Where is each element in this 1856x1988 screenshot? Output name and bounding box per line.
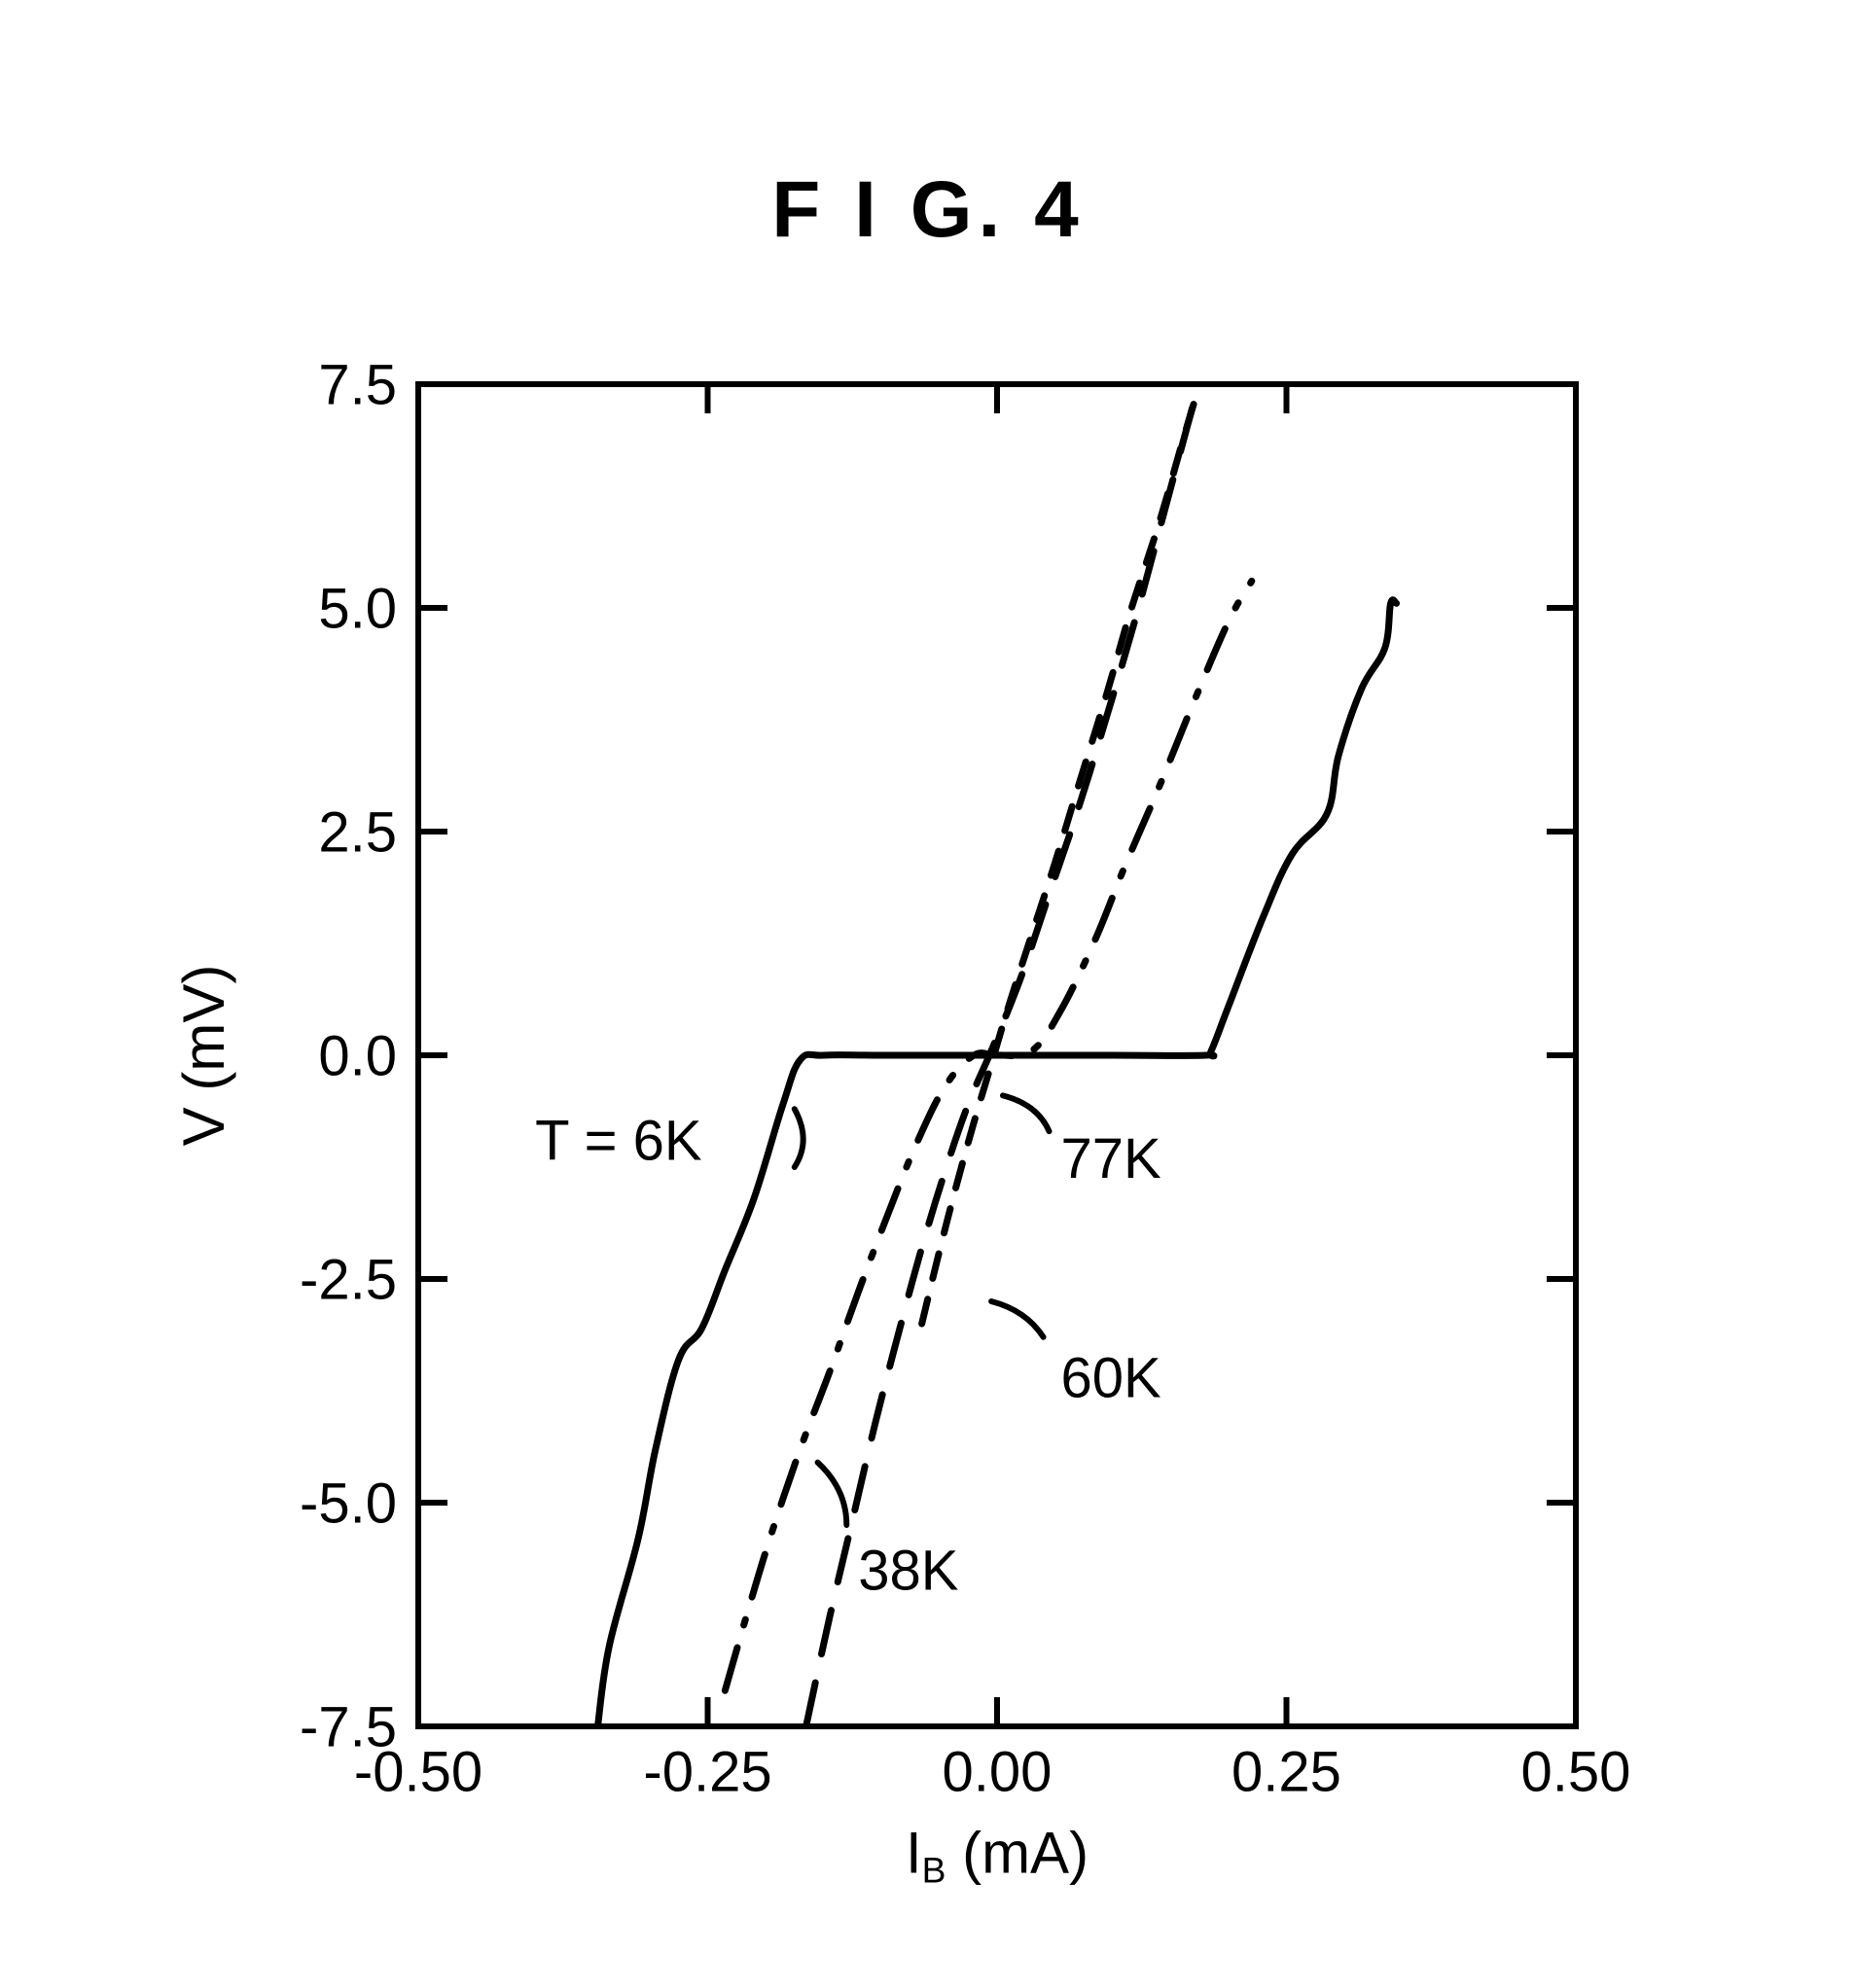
- y-tick-label: -5.0: [300, 1472, 397, 1535]
- annotation-label: T = 6K: [535, 1110, 702, 1173]
- annotation-leader: [991, 1301, 1044, 1337]
- x-tick-label: 0.00: [943, 1741, 1053, 1804]
- x-tick-label: 0.50: [1521, 1741, 1631, 1804]
- x-tick-label: -0.25: [643, 1741, 771, 1804]
- annotation-leader: [818, 1463, 847, 1525]
- y-tick-label: 2.5: [318, 800, 397, 864]
- annotation-leader: [795, 1109, 803, 1167]
- y-tick-label: 7.5: [318, 353, 397, 416]
- x-tick-label: 0.25: [1231, 1741, 1341, 1804]
- annotation-label: 60K: [1060, 1347, 1161, 1410]
- x-axis-label: IB (mA): [906, 1821, 1089, 1891]
- annotation-leader: [1003, 1095, 1050, 1131]
- y-tick-label: 0.0: [318, 1024, 397, 1087]
- annotation-label: 38K: [858, 1539, 959, 1602]
- iv-chart: -0.50-0.250.000.250.50-7.5-5.0-2.50.02.5…: [0, 0, 1856, 1983]
- series-group: [597, 384, 1396, 1726]
- y-tick-label: -2.5: [300, 1248, 397, 1311]
- y-tick-label: 5.0: [318, 577, 397, 640]
- figure-title: F I G. 4: [0, 164, 1856, 256]
- y-tick-label: -7.5: [300, 1695, 397, 1758]
- annotation-label: 77K: [1060, 1127, 1161, 1190]
- series-t-6k: [597, 600, 1396, 1726]
- y-axis-label: V (mV): [171, 965, 236, 1147]
